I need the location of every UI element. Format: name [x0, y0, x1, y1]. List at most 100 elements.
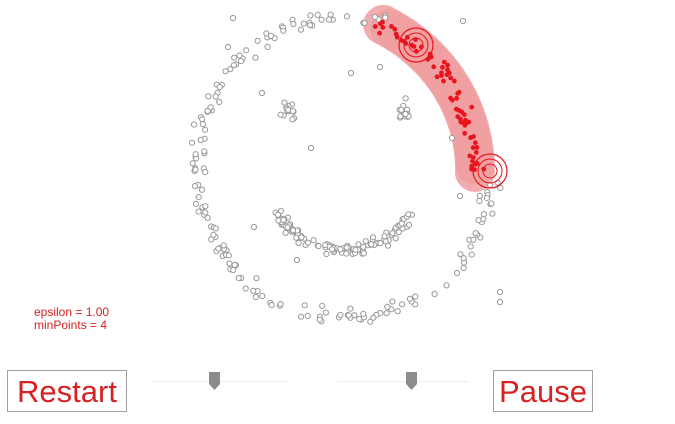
cluster-point: [445, 62, 450, 68]
epsilon-slider-track[interactable]: [152, 381, 288, 382]
cluster-point: [461, 112, 467, 117]
data-point: [195, 194, 202, 201]
data-point: [198, 186, 206, 193]
data-point: [376, 63, 384, 71]
data-point: [496, 298, 504, 306]
data-point: [310, 237, 317, 244]
data-point: [190, 121, 198, 128]
data-point: [224, 43, 232, 51]
cluster-point: [434, 74, 440, 80]
cluster-point: [440, 64, 445, 70]
data-point: [201, 148, 208, 155]
cluster-point: [427, 54, 433, 59]
data-point: [476, 192, 483, 199]
cluster-point: [458, 119, 464, 125]
data-point: [252, 54, 259, 61]
data-point: [290, 227, 297, 234]
data-point: [277, 111, 284, 118]
data-point: [192, 166, 199, 173]
data-point: [483, 195, 491, 202]
data-point: [316, 316, 323, 323]
data-point: [314, 11, 321, 18]
cluster-point: [474, 145, 480, 150]
minpoints-label: minPoints = 4: [34, 318, 108, 332]
data-point: [264, 43, 271, 51]
cluster-point: [473, 150, 479, 155]
data-point: [496, 288, 504, 296]
parameter-readout: epsilon = 1.00 minPoints = 4: [34, 306, 109, 332]
data-point: [322, 309, 329, 316]
data-point: [459, 17, 467, 25]
minpoints-slider-track[interactable]: [337, 381, 469, 382]
cluster-point: [377, 30, 382, 36]
data-point: [362, 238, 369, 245]
cluster-point: [468, 135, 473, 141]
cluster-point: [448, 75, 454, 81]
data-point: [293, 256, 301, 264]
data-point: [188, 139, 196, 146]
data-point: [377, 240, 384, 247]
data-point: [470, 236, 477, 243]
data-point: [382, 238, 389, 245]
data-point: [281, 99, 288, 106]
data-point: [216, 98, 223, 106]
data-point: [258, 89, 266, 97]
data-point: [195, 208, 202, 215]
data-point: [406, 295, 414, 302]
data-point: [370, 314, 377, 321]
data-point: [360, 310, 367, 317]
data-point: [199, 121, 206, 128]
data-point: [304, 239, 312, 246]
data-point: [205, 93, 212, 100]
data-point: [392, 235, 399, 242]
epsilon-rings: [398, 27, 508, 189]
restart-button[interactable]: Restart: [7, 370, 127, 412]
epsilon-slider-thumb[interactable]: [209, 372, 220, 390]
data-point: [229, 14, 237, 22]
data-point: [263, 30, 270, 37]
data-point: [467, 243, 474, 250]
data-point: [231, 54, 238, 61]
data-point: [315, 242, 322, 250]
data-point: [355, 241, 362, 248]
epsilon-ring: [472, 153, 508, 189]
data-point: [369, 234, 377, 241]
cluster-point: [452, 78, 457, 84]
data-point: [389, 230, 396, 237]
data-point: [230, 266, 237, 274]
cluster-point: [446, 70, 452, 76]
data-point: [250, 287, 257, 294]
data-point: [412, 293, 419, 300]
data-point: [371, 13, 378, 21]
data-point: [489, 210, 496, 217]
data-point: [189, 160, 196, 167]
data-point: [347, 69, 355, 77]
cluster-points: [372, 19, 487, 173]
pause-button[interactable]: Pause: [493, 370, 593, 412]
data-point: [285, 106, 292, 114]
data-point: [397, 113, 404, 120]
data-point: [307, 12, 314, 19]
cluster-point: [393, 31, 399, 37]
data-point: [480, 211, 487, 218]
data-point: [284, 224, 291, 231]
cluster-point: [455, 91, 461, 96]
data-point: [197, 136, 204, 144]
epsilon-ring: [477, 158, 503, 184]
data-point: [448, 134, 456, 142]
cluster-point: [414, 48, 419, 54]
data-point: [361, 19, 368, 26]
minpoints-slider-thumb[interactable]: [406, 372, 417, 390]
cluster-point: [431, 64, 437, 70]
data-point: [347, 305, 354, 312]
cluster-point: [378, 21, 383, 26]
cluster-point: [389, 24, 394, 29]
data-point: [383, 310, 390, 317]
data-point: [488, 200, 495, 207]
cluster-point: [409, 42, 415, 48]
data-point: [456, 192, 464, 200]
data-point: [497, 184, 504, 192]
data-point: [212, 93, 219, 100]
data-point: [268, 302, 275, 309]
cluster-point: [469, 104, 475, 110]
